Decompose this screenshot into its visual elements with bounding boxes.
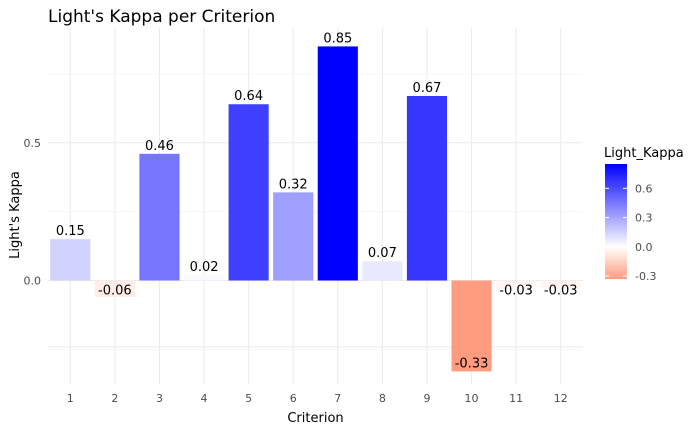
bar-criterion-1 <box>50 239 91 281</box>
x-tick-label: 7 <box>334 392 341 405</box>
data-label: 0.02 <box>190 260 219 275</box>
x-tick-label: 8 <box>379 392 386 405</box>
x-tick-label: 3 <box>156 392 163 405</box>
bar-criterion-2 <box>94 280 135 298</box>
bar-criterion-7 <box>317 46 358 281</box>
legend-tick-label: 0.0 <box>635 241 653 254</box>
legend-tick-label: -0.3 <box>635 270 656 283</box>
data-label: -0.03 <box>544 284 578 299</box>
bar-criterion-8 <box>362 261 403 281</box>
legend-ticks: 0.6 0.3 0.0 -0.3 <box>605 182 656 283</box>
legend-title: Light_Kappa <box>604 146 684 161</box>
x-tick-label: 2 <box>111 392 118 405</box>
x-tick-label: 11 <box>509 392 523 405</box>
x-tick-label: 1 <box>67 392 74 405</box>
x-tick-label: 10 <box>465 392 479 405</box>
bar-criterion-5 <box>228 104 269 281</box>
chart-title: Light's Kappa per Criterion <box>48 7 275 27</box>
bar-criterion-3 <box>139 153 180 281</box>
legend-tick-label: 0.3 <box>635 212 653 225</box>
data-label: 0.32 <box>279 177 308 192</box>
legend: Light_Kappa 0.6 0.3 0.0 -0.3 <box>604 146 684 283</box>
grid <box>48 28 583 384</box>
x-tick-label: 9 <box>423 392 430 405</box>
y-tick-label: 0.5 <box>24 137 42 150</box>
x-tick-label: 5 <box>245 392 252 405</box>
data-label: 0.64 <box>234 89 263 104</box>
x-tick-label: 4 <box>201 392 208 405</box>
bar-criterion-10 <box>451 280 492 372</box>
data-label: -0.06 <box>98 284 132 299</box>
y-axis: 0.0 0.5 <box>24 137 42 288</box>
bar-criterion-4 <box>183 274 225 281</box>
y-tick-label: 0.0 <box>24 275 42 288</box>
data-label: -0.33 <box>455 356 489 371</box>
bar-criterion-11 <box>496 280 537 289</box>
bar-criterion-6 <box>273 192 314 281</box>
data-label: 0.07 <box>368 246 397 261</box>
bars <box>50 46 581 372</box>
data-label: 0.67 <box>412 81 441 96</box>
data-label: -0.03 <box>499 284 533 299</box>
legend-colorbar <box>605 164 627 279</box>
x-tick-label: 12 <box>554 392 568 405</box>
x-axis-title: Criterion <box>287 411 343 426</box>
data-label: 0.85 <box>323 31 352 46</box>
bar-criterion-12 <box>540 280 581 289</box>
data-labels: 0.15 -0.06 0.46 0.02 0.64 0.32 0.85 0.07 0.67 -0.… <box>56 31 578 371</box>
legend-tick-label: 0.6 <box>635 182 653 195</box>
x-axis: 1 2 3 4 5 6 7 8 9 10 11 12 <box>67 392 568 405</box>
bar-criterion-9 <box>406 95 448 281</box>
data-label: 0.46 <box>145 139 174 154</box>
data-label: 0.15 <box>56 224 85 239</box>
y-axis-title: Light's Kappa <box>8 171 23 259</box>
x-tick-label: 6 <box>290 392 297 405</box>
